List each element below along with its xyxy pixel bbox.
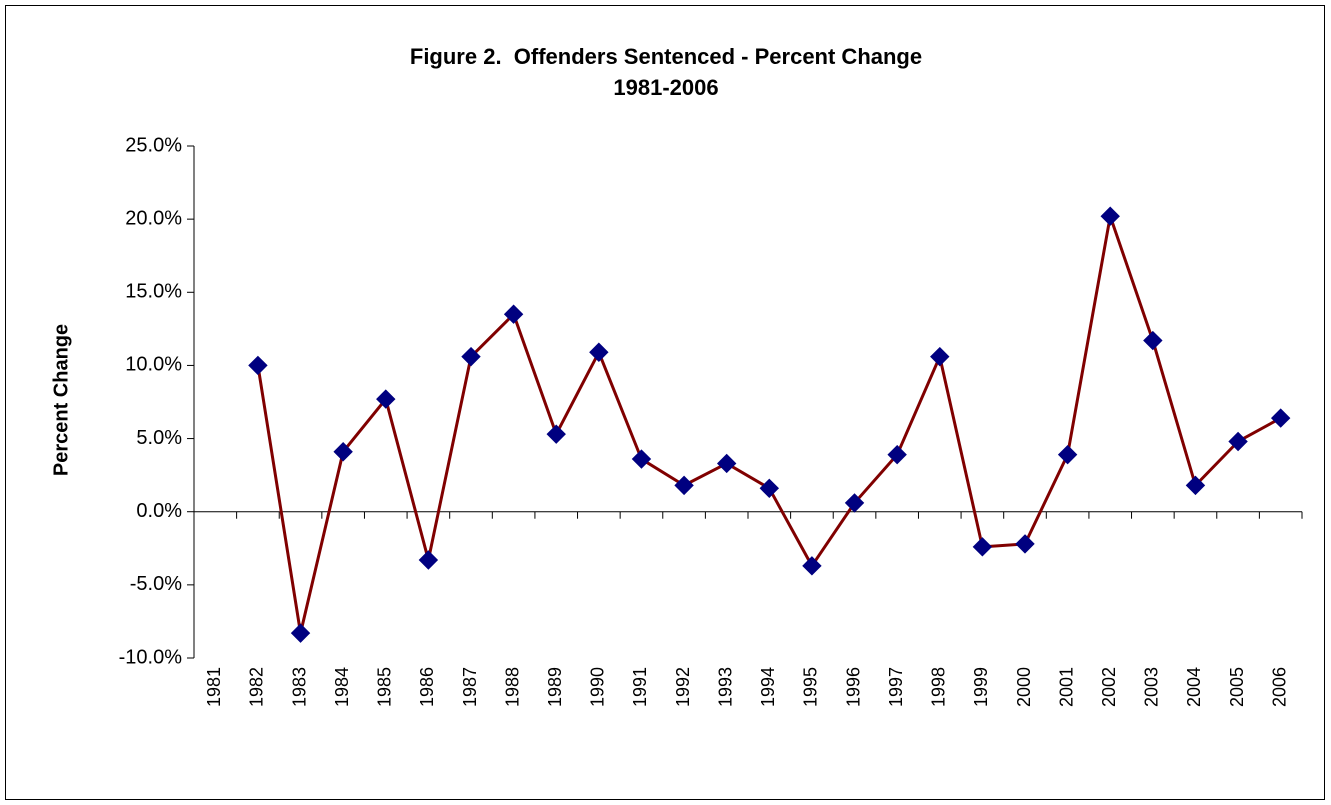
- x-tick-label: 1989: [545, 667, 565, 707]
- y-tick-label: 15.0%: [125, 281, 182, 303]
- x-tick-label: 2001: [1056, 667, 1076, 707]
- data-point: [1270, 408, 1291, 428]
- x-tick-label: 1996: [843, 667, 863, 707]
- y-tick-label: 25.0%: [125, 134, 182, 156]
- data-point: [844, 493, 865, 513]
- x-tick-label: 2004: [1184, 667, 1204, 707]
- x-tick-label: 2002: [1099, 667, 1119, 707]
- data-point: [1185, 475, 1206, 496]
- y-tick-label: -10.0%: [119, 646, 183, 668]
- x-tick-label: 1984: [332, 667, 352, 707]
- x-tick-label: 1991: [630, 667, 650, 707]
- y-axis-label: Percent Change: [50, 324, 72, 476]
- data-point: [589, 342, 609, 362]
- x-tick-label: 1999: [971, 667, 991, 707]
- y-tick-label: 0.0%: [136, 500, 182, 522]
- x-tick-label: 1985: [375, 667, 395, 707]
- data-point: [1228, 431, 1248, 452]
- y-tick-label: 10.0%: [125, 354, 182, 376]
- x-tick-label: 1997: [886, 667, 906, 707]
- data-point: [1143, 330, 1163, 351]
- data-point: [631, 449, 652, 469]
- x-tick-label: 1990: [588, 667, 608, 707]
- x-tick-label: 1995: [801, 667, 821, 707]
- chart-frame: [5, 5, 1325, 800]
- data-point: [1100, 206, 1120, 226]
- data-point: [376, 389, 396, 409]
- x-tick-label: 1982: [247, 667, 267, 707]
- data-point: [546, 424, 566, 444]
- x-tick-label: 1998: [929, 667, 949, 707]
- data-point: [716, 453, 737, 474]
- x-tick-label: 1988: [502, 667, 522, 707]
- x-tick-label: 2000: [1014, 667, 1034, 707]
- data-point: [333, 442, 353, 462]
- y-tick-label: 5.0%: [136, 427, 182, 449]
- x-tick-label: 1983: [289, 667, 309, 707]
- chart-title: Figure 2. Offenders Sentenced - Percent …: [410, 44, 922, 69]
- data-point: [887, 444, 907, 465]
- x-tick-label: 1986: [417, 667, 437, 707]
- x-tick-label: 2005: [1227, 667, 1247, 707]
- data-point: [674, 475, 694, 496]
- data-point: [759, 478, 780, 499]
- data-point: [290, 623, 311, 643]
- y-tick-label: -5.0%: [130, 573, 182, 595]
- data-point: [930, 346, 950, 367]
- x-tick-label: 1994: [758, 667, 778, 707]
- y-tick-label: 20.0%: [125, 207, 182, 229]
- x-tick-label: 1992: [673, 667, 693, 707]
- x-tick-label: 1987: [460, 667, 480, 707]
- x-tick-label: 1993: [715, 667, 735, 707]
- data-point: [418, 550, 439, 570]
- data-point: [461, 346, 481, 367]
- data-point: [1057, 444, 1078, 465]
- data-point: [248, 355, 268, 376]
- x-tick-label: 2006: [1269, 667, 1289, 707]
- data-point: [972, 537, 993, 557]
- data-point: [1015, 534, 1035, 554]
- chart-subtitle: 1981-2006: [613, 75, 718, 100]
- x-tick-label: 1981: [204, 667, 224, 707]
- data-point: [802, 556, 822, 576]
- x-tick-label: 2003: [1142, 667, 1162, 707]
- data-point: [503, 304, 524, 324]
